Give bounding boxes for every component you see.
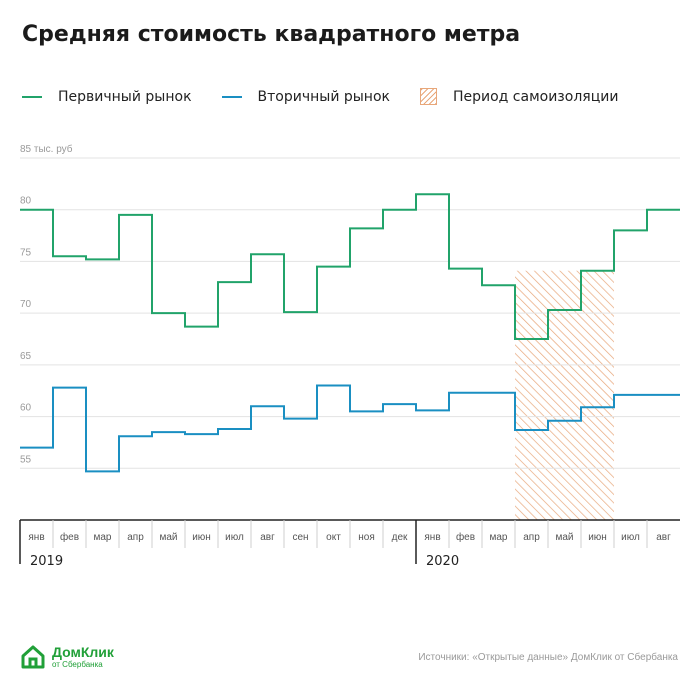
- legend-label-primary: Первичный рынок: [58, 88, 192, 105]
- x-tick-label-4: май: [159, 532, 177, 543]
- x-tick-label-8: сен: [292, 532, 308, 543]
- legend-swatch-primary: [22, 95, 42, 98]
- x-tick-label-6: июл: [225, 532, 244, 543]
- x-tick-label-17: июн: [588, 532, 607, 543]
- x-tick-label-2: мар: [94, 532, 112, 543]
- y-tick-label-75: 75: [20, 247, 32, 258]
- x-tick-label-14: мар: [490, 532, 508, 543]
- y-tick-label-60: 60: [20, 403, 32, 414]
- x-tick-label-19: авг: [656, 532, 671, 543]
- x-tick-label-16: май: [555, 532, 573, 543]
- self-isolation-band: [515, 270, 614, 520]
- legend-item-period: Период самоизоляции: [419, 88, 619, 105]
- legend-swatch-hatch: [419, 88, 437, 105]
- x-tick-label-5: июн: [192, 532, 211, 543]
- chart-title: Средняя стоимость квадратного метра: [22, 22, 521, 47]
- x-tick-label-0: янв: [28, 532, 44, 543]
- y-tick-label-80: 80: [20, 196, 32, 207]
- x-tick-label-1: фев: [60, 531, 79, 543]
- legend-item-secondary: Вторичный рынок: [221, 88, 390, 105]
- year-label-2019: 2019: [30, 554, 63, 569]
- x-tick-label-18: июл: [621, 532, 640, 543]
- domclick-logo: ДомКлик от Сбербанка: [20, 644, 114, 670]
- series-line-primary: [20, 193, 680, 340]
- y-top-label: 85 тыс. руб: [20, 143, 73, 155]
- legend-item-primary: Первичный рынок: [22, 89, 192, 105]
- y-tick-label-70: 70: [20, 299, 32, 310]
- series-line-secondary: [20, 384, 680, 473]
- x-tick-label-15: апр: [523, 532, 540, 543]
- legend-label-secondary: Вторичный рынок: [257, 88, 390, 105]
- house-icon: [21, 645, 45, 669]
- x-tick-label-12: янв: [424, 532, 440, 543]
- x-tick-label-3: апр: [127, 532, 144, 543]
- x-tick-label-13: фев: [456, 531, 475, 543]
- legend-swatch-secondary: [221, 95, 242, 98]
- logo-subtitle: от Сбербанка: [52, 660, 103, 669]
- y-tick-label-55: 55: [20, 454, 32, 465]
- logo-name: ДомКлик: [52, 644, 114, 660]
- legend-label-period: Период самоизоляции: [452, 88, 619, 105]
- year-label-2020: 2020: [426, 554, 459, 569]
- legend: Первичный рынок Вторичный рынок Период с…: [22, 88, 648, 105]
- y-tick-label-65: 65: [20, 351, 32, 362]
- source-note: Источники: «Открытые данные» ДомКлик от …: [418, 652, 678, 663]
- x-tick-label-7: авг: [260, 532, 275, 543]
- x-tick-label-10: ноя: [358, 532, 375, 543]
- x-tick-label-9: окт: [326, 532, 341, 543]
- x-tick-label-11: дек: [392, 532, 408, 543]
